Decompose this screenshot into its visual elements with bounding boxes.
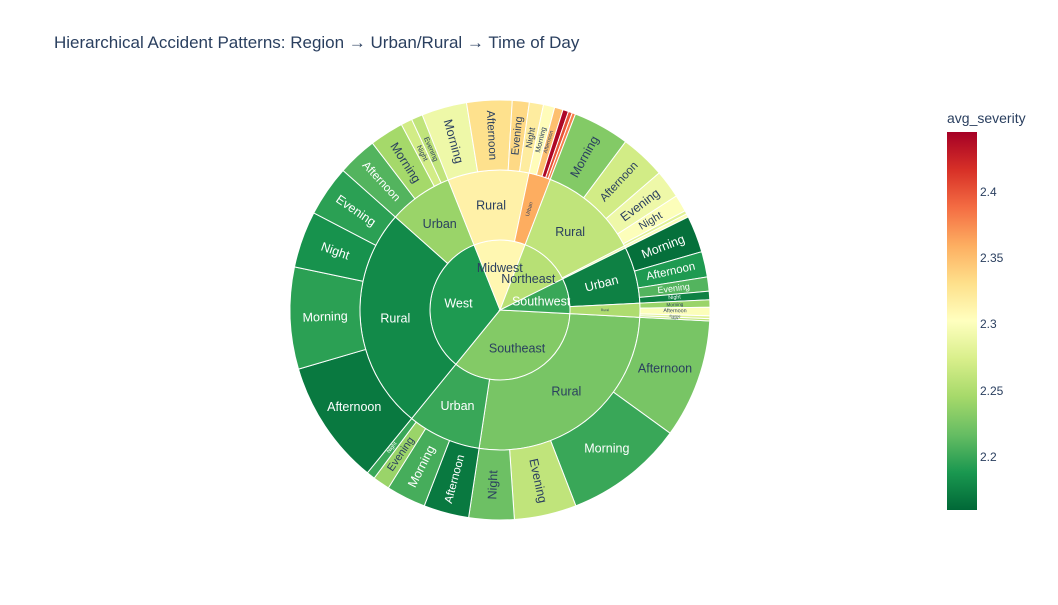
colorbar-title: avg_severity (947, 110, 1026, 126)
sunburst-label-4-1-0: Morning (666, 302, 683, 308)
sunburst-label-4-1-1: Afternoon (663, 308, 686, 314)
sunburst-label-0-1: Urban (440, 399, 474, 413)
sunburst-label-0: Southeast (489, 341, 546, 355)
sunburst-label-2-0-2: Evening (509, 116, 525, 156)
colorbar (947, 132, 977, 510)
chart-title: Hierarchical Accident Patterns: Region →… (54, 33, 580, 52)
sunburst-label-3: Northeast (501, 272, 556, 286)
sunburst-label-1-1: Urban (423, 217, 457, 231)
colorbar-tick-label: 2.35 (980, 251, 1004, 265)
sunburst-label-1-0-1: Morning (302, 309, 348, 325)
colorbar-tick-label: 2.2 (980, 449, 997, 464)
sunburst-label-4-1-3: Night (671, 316, 678, 320)
sunburst-label-0-0: Rural (551, 384, 581, 398)
sunburst-label-0-0-0: Afternoon (638, 361, 692, 375)
sunburst-label-4: Southwest (512, 295, 571, 309)
sunburst-label-2-0-3: Night (524, 126, 538, 149)
sunburst-segment-4-1-3[interactable] (639, 315, 711, 322)
colorbar-tick-label: 2.4 (980, 184, 997, 199)
sunburst-label-4-1: Rural (601, 308, 609, 312)
colorbar-tick-label: 2.3 (980, 317, 997, 332)
sunburst-label-3-0: Rural (555, 225, 585, 239)
sunburst-label-1-0-0: Afternoon (327, 400, 381, 414)
sunburst-label-2: Midwest (477, 261, 523, 275)
sunburst-label-4-0-2: Evening (657, 281, 690, 295)
sunburst-label-2-0-1: Afternoon (484, 110, 499, 160)
sunburst-label-2-1: Urban (525, 201, 535, 217)
sunburst-label-2-0: Rural (476, 198, 506, 212)
sunburst-label-1: West (444, 297, 473, 311)
sunburst-label-1-0: Rural (380, 311, 410, 325)
colorbar-tick-label: 2.25 (980, 383, 1004, 398)
sunburst-label-4-1-2: Evening (669, 314, 680, 318)
sunburst-label-0-0-3: Night (485, 469, 500, 499)
sunburst-label-0-0-1: Morning (584, 442, 629, 456)
sunburst-label-4-0-3: Night (668, 294, 681, 301)
